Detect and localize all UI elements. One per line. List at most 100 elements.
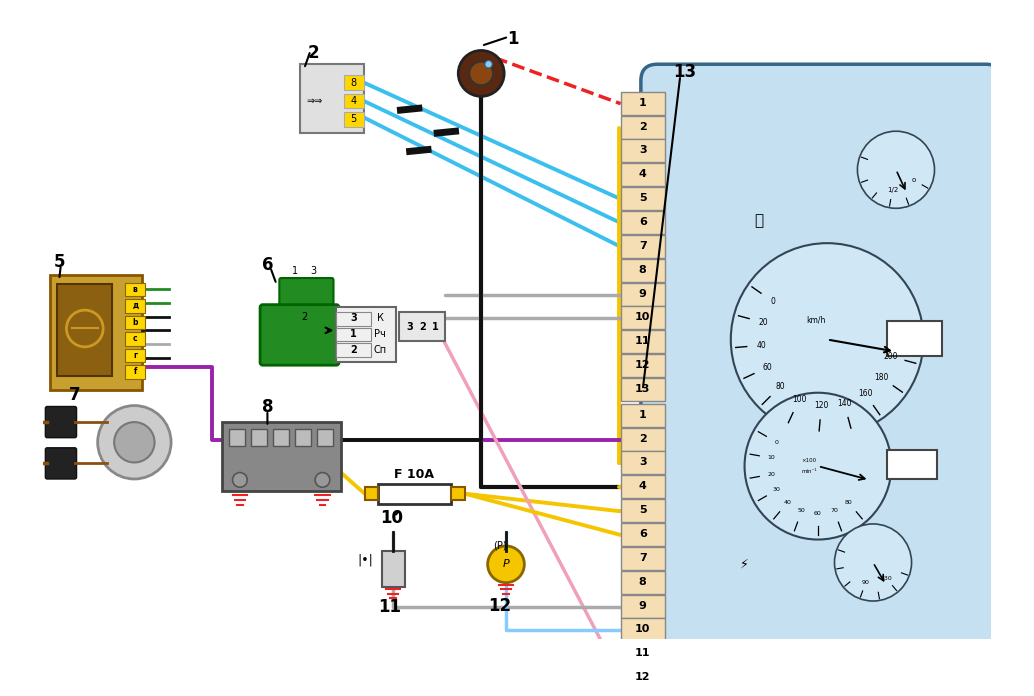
Bar	[620, 259, 665, 282]
Bar	[620, 547, 665, 570]
Text: 5: 5	[351, 114, 357, 125]
Text: 6: 6	[639, 217, 646, 227]
Bar	[620, 642, 665, 665]
Bar	[399, 312, 445, 341]
Text: 13: 13	[635, 384, 650, 394]
Bar	[620, 354, 665, 377]
Text: 7: 7	[639, 553, 646, 563]
Circle shape	[731, 243, 923, 436]
Text: 1/2: 1/2	[887, 187, 899, 193]
Circle shape	[233, 473, 247, 487]
Text: ⇒⇒: ⇒⇒	[307, 96, 323, 106]
Text: 11: 11	[378, 599, 401, 617]
Bar	[620, 378, 665, 401]
Text: 1: 1	[351, 329, 357, 339]
FancyBboxPatch shape	[261, 305, 339, 365]
Text: o: o	[911, 177, 915, 183]
Bar	[251, 429, 268, 446]
Bar	[383, 551, 405, 587]
Bar	[620, 619, 665, 642]
Text: в: в	[132, 285, 138, 294]
Bar	[229, 429, 245, 446]
Circle shape	[97, 406, 171, 479]
Text: 3: 3	[406, 322, 413, 332]
Text: 5: 5	[54, 253, 65, 271]
Bar	[50, 276, 142, 390]
Text: F 10A: F 10A	[394, 468, 434, 481]
Bar	[620, 499, 665, 522]
Text: Рч: Рч	[374, 329, 386, 339]
Text: 6: 6	[639, 529, 646, 539]
Text: 5: 5	[639, 505, 646, 515]
Text: Сп: Сп	[373, 345, 387, 354]
Bar	[300, 64, 364, 133]
Bar	[620, 452, 665, 475]
Text: 2: 2	[419, 322, 426, 332]
Text: ⚡: ⚡	[740, 557, 749, 571]
Circle shape	[315, 473, 330, 487]
Circle shape	[857, 132, 935, 208]
Text: 8: 8	[639, 264, 646, 275]
Circle shape	[458, 51, 505, 96]
Bar	[343, 93, 364, 109]
Text: 40: 40	[784, 500, 791, 505]
Text: 10: 10	[767, 455, 774, 460]
Text: 130: 130	[881, 576, 892, 581]
Circle shape	[488, 546, 524, 583]
Text: 100: 100	[792, 395, 807, 404]
Bar	[125, 283, 146, 296]
Bar	[125, 349, 146, 363]
Text: 30: 30	[772, 487, 781, 493]
Bar	[620, 331, 665, 354]
Bar	[620, 571, 665, 594]
Text: 8: 8	[639, 577, 646, 587]
Circle shape	[834, 524, 912, 601]
Text: ⛽: ⛽	[754, 213, 763, 228]
Text: 3: 3	[639, 457, 646, 468]
Text: 11: 11	[635, 648, 650, 658]
Bar	[620, 666, 665, 689]
Bar	[317, 429, 334, 446]
Text: min⁻¹: min⁻¹	[801, 470, 817, 475]
Text: 3: 3	[639, 145, 646, 155]
Bar	[125, 316, 146, 329]
Circle shape	[485, 61, 492, 68]
Bar	[125, 365, 146, 379]
Text: 40: 40	[757, 341, 766, 350]
Bar	[336, 308, 396, 363]
Bar	[620, 139, 665, 162]
Bar	[451, 487, 464, 500]
Text: 0: 0	[774, 440, 779, 445]
Bar	[620, 92, 665, 115]
Bar	[620, 306, 665, 329]
Text: 60: 60	[814, 512, 822, 516]
Bar	[620, 427, 665, 450]
Bar	[620, 211, 665, 234]
Text: 1: 1	[639, 97, 646, 108]
Text: 200: 200	[884, 352, 899, 361]
Bar	[336, 312, 371, 326]
Text: 4: 4	[351, 96, 357, 106]
Text: 12: 12	[635, 672, 650, 682]
Bar	[620, 690, 665, 696]
Text: 2: 2	[301, 312, 307, 322]
Bar	[620, 235, 665, 258]
Text: 1: 1	[639, 410, 646, 420]
Text: 20: 20	[759, 318, 768, 327]
Text: 2: 2	[639, 434, 646, 443]
Text: km/h: km/h	[807, 316, 826, 325]
Bar	[620, 116, 665, 139]
Text: 2: 2	[307, 45, 320, 62]
Bar	[620, 404, 665, 427]
Text: f: f	[133, 367, 136, 376]
Text: 20: 20	[767, 472, 774, 477]
Text: г: г	[133, 351, 138, 360]
Bar	[620, 283, 665, 306]
Bar	[343, 112, 364, 127]
Bar	[887, 321, 942, 356]
FancyBboxPatch shape	[45, 448, 77, 479]
Text: 8: 8	[262, 398, 273, 416]
Text: 10: 10	[635, 313, 650, 322]
Bar	[620, 164, 665, 187]
Bar	[377, 484, 451, 504]
